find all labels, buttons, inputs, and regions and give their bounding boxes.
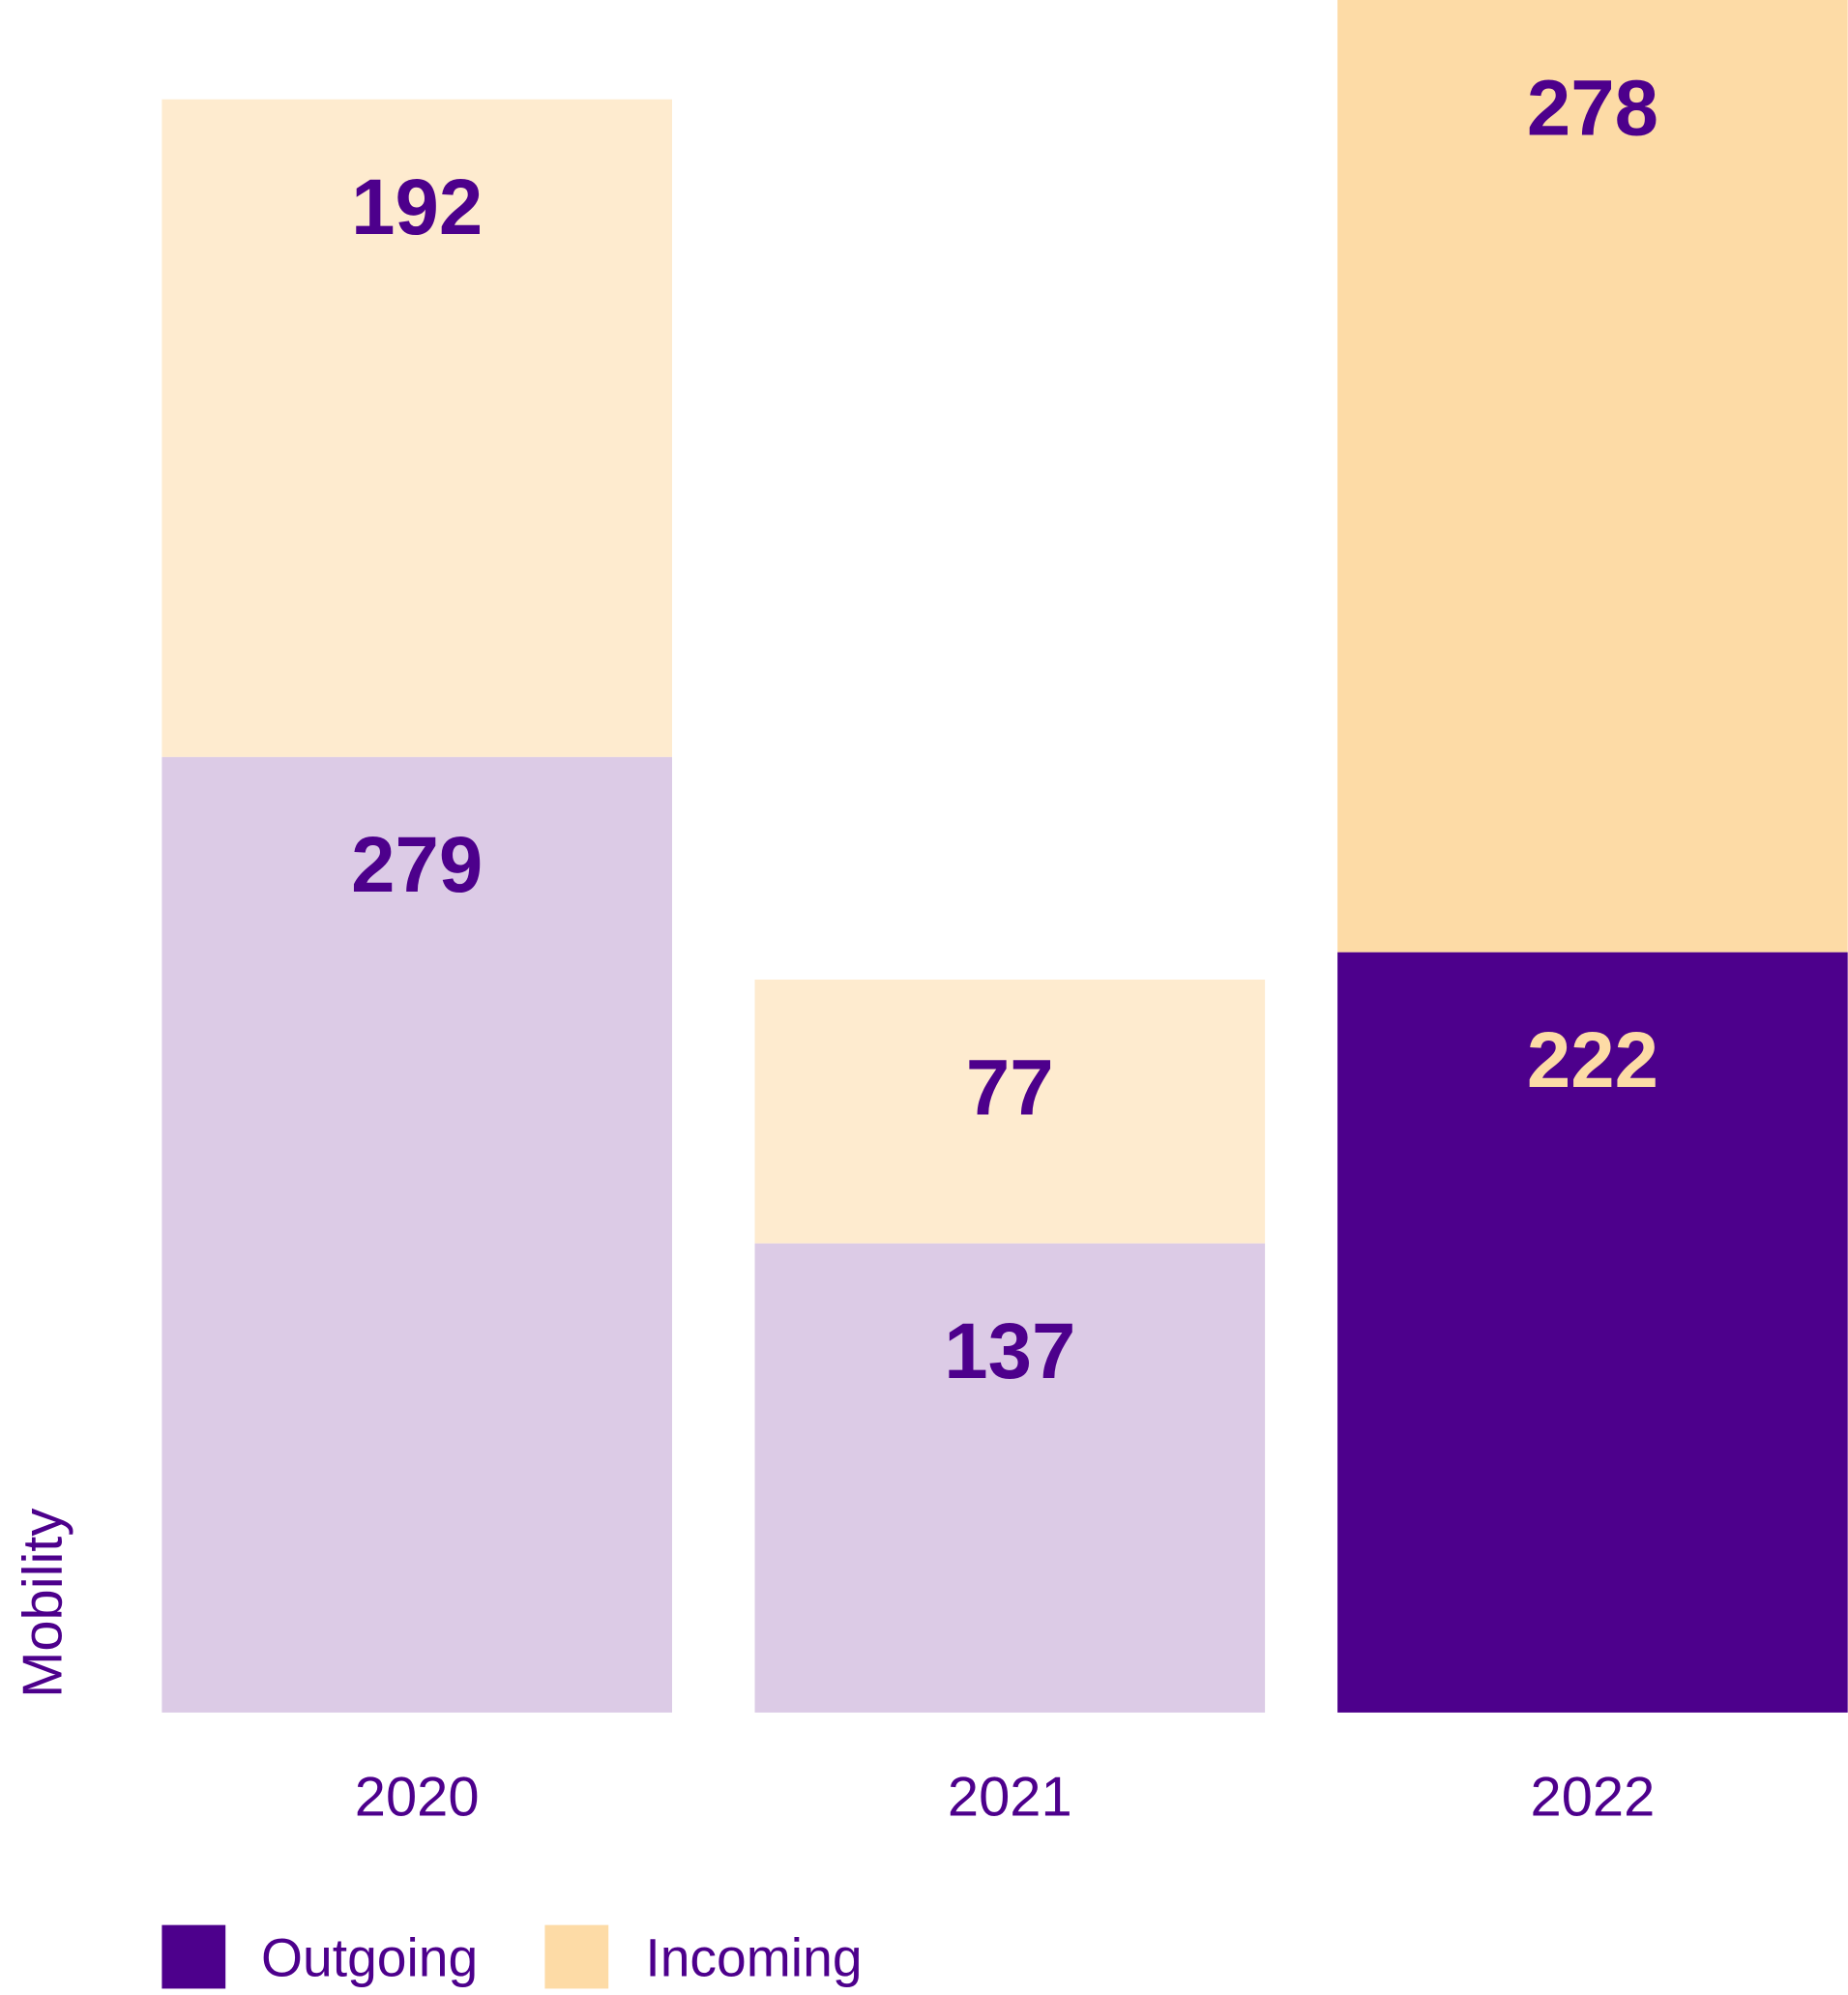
data-label-incoming-2021: 77 [966, 1043, 1054, 1131]
bar-incoming-2020 [161, 99, 672, 757]
data-label-outgoing-2020: 279 [351, 821, 483, 909]
x-tick-label: 2021 [948, 1766, 1072, 1828]
legend-swatch-incoming [544, 1924, 609, 1989]
bar-outgoing-2020 [161, 756, 672, 1713]
bar-outgoing-2021 [754, 1243, 1266, 1713]
bar-incoming-2022 [1337, 0, 1848, 953]
data-label-incoming-2020: 192 [351, 163, 483, 251]
legend: Outgoing Incoming [161, 1924, 863, 1989]
x-tick-label: 2020 [355, 1766, 480, 1828]
legend-label-outgoing: Outgoing [261, 1927, 478, 1987]
data-label-outgoing-2022: 222 [1527, 1016, 1658, 1104]
legend-swatch-outgoing [161, 1924, 226, 1989]
x-tick-label: 2022 [1531, 1766, 1656, 1828]
legend-label-incoming: Incoming [645, 1927, 862, 1987]
bar-outgoing-2022 [1337, 952, 1848, 1713]
y-axis-label: Mobility [12, 1509, 73, 1698]
bar-incoming-2021 [754, 979, 1266, 1244]
data-label-outgoing-2021: 137 [944, 1307, 1075, 1395]
data-label-incoming-2022: 278 [1527, 64, 1658, 152]
